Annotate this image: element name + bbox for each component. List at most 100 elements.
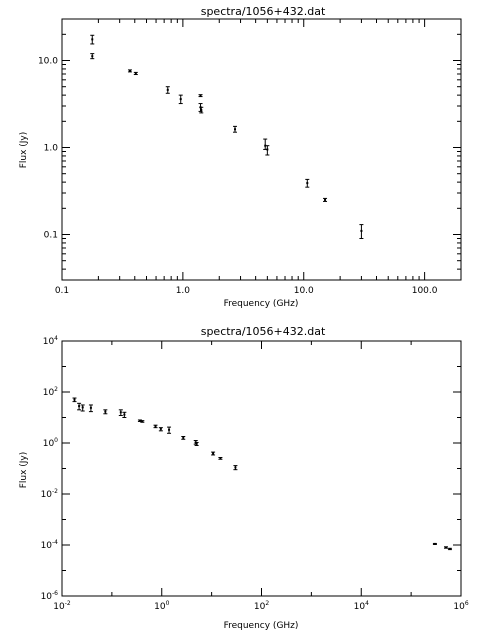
- data-marker: [234, 128, 237, 131]
- data-marker: [182, 436, 185, 439]
- data-point: [90, 34, 95, 45]
- data-marker: [264, 144, 267, 147]
- data-point: [218, 457, 223, 460]
- data-marker: [119, 411, 122, 414]
- y-tick-label: 0.1: [44, 231, 58, 241]
- data-marker: [266, 148, 269, 151]
- data-marker: [91, 38, 94, 41]
- data-point: [359, 224, 364, 239]
- y-tick-label: 104: [43, 335, 58, 347]
- data-marker: [195, 442, 198, 445]
- y-tick-exponent: 0: [54, 437, 58, 444]
- data-point: [158, 427, 163, 432]
- y-axis-label: Flux (Jy): [19, 132, 29, 169]
- x-tick-label: 10-2: [53, 600, 71, 612]
- data-marker: [212, 452, 215, 455]
- x-tick-exponent: 6: [465, 600, 469, 607]
- x-tick-label: 104: [354, 600, 369, 612]
- y-tick-exponent: 2: [54, 386, 58, 393]
- y-tick-exponent: -4: [52, 539, 58, 546]
- chart-title: spectra/1056+432.dat: [201, 5, 326, 18]
- data-marker: [448, 547, 451, 550]
- data-point: [165, 86, 170, 94]
- x-tick-label: 106: [453, 600, 468, 612]
- data-point: [137, 419, 142, 422]
- data-point: [198, 94, 203, 98]
- data-point: [233, 465, 238, 471]
- data-marker: [168, 428, 171, 431]
- data-point: [80, 404, 85, 412]
- data-point: [140, 420, 145, 423]
- x-tick-label: 102: [254, 600, 269, 612]
- y-tick-label: 102: [43, 386, 58, 398]
- y-tick-label: 100: [43, 437, 58, 449]
- data-point: [194, 441, 199, 446]
- data-marker: [73, 398, 76, 401]
- data-point: [103, 409, 108, 415]
- data-marker: [91, 55, 94, 58]
- data-marker: [199, 94, 202, 97]
- y-tick-label: 1.0: [44, 144, 59, 154]
- data-point: [77, 402, 82, 411]
- data-point: [199, 106, 204, 114]
- data-marker: [234, 466, 237, 469]
- data-marker: [306, 182, 309, 185]
- data-point: [265, 145, 270, 156]
- data-marker: [104, 410, 107, 413]
- data-marker: [81, 406, 84, 409]
- x-tick-exponent: 2: [265, 600, 269, 607]
- data-point: [72, 397, 77, 403]
- data-marker: [138, 419, 141, 422]
- data-marker: [444, 546, 447, 549]
- data-marker: [433, 542, 436, 545]
- data-point: [305, 178, 310, 188]
- y-tick-exponent: 4: [54, 335, 58, 342]
- x-tick-exponent: -2: [65, 600, 71, 607]
- data-point: [447, 547, 452, 551]
- data-point: [443, 546, 448, 549]
- data-point: [133, 71, 138, 76]
- data-point: [233, 125, 238, 133]
- plot-frame: [61, 18, 462, 281]
- data-point: [211, 451, 216, 456]
- y-tick-label: 10-4: [41, 539, 59, 551]
- data-point: [263, 138, 268, 150]
- x-tick-label: 1.0: [176, 286, 191, 296]
- data-marker: [159, 427, 162, 430]
- x-tick-label: 100.0: [412, 286, 438, 296]
- y-tick-label: 10-6: [41, 590, 59, 602]
- y-tick-exponent: -6: [52, 590, 58, 597]
- data-marker: [360, 229, 363, 232]
- chart-title: spectra/1056+432.dat: [201, 325, 326, 338]
- data-point: [122, 411, 127, 418]
- plot-frame: [61, 340, 462, 597]
- data-marker: [179, 98, 182, 101]
- x-axis-label: Frequency (GHz): [224, 621, 299, 631]
- data-marker: [141, 420, 144, 423]
- data-point: [127, 69, 132, 73]
- data-marker: [134, 72, 137, 75]
- x-tick-label: 10.0: [294, 286, 314, 296]
- data-marker: [123, 413, 126, 416]
- x-axis-label: Frequency (GHz): [224, 299, 299, 309]
- data-marker: [200, 108, 203, 111]
- spectrum-plot-top: spectra/1056+432.dat Frequency (GHz) Flu…: [19, 5, 462, 309]
- data-marker: [219, 457, 222, 460]
- x-tick-label: 100: [154, 600, 169, 612]
- data-marker: [166, 88, 169, 91]
- data-point: [118, 409, 123, 416]
- data-marker: [89, 406, 92, 409]
- y-tick-label: 10.0: [38, 57, 58, 67]
- y-axis-label: Flux (Jy): [19, 452, 29, 489]
- data-point: [432, 542, 437, 545]
- data-point: [167, 426, 172, 434]
- x-tick-exponent: 0: [166, 600, 170, 607]
- data-marker: [324, 198, 327, 201]
- y-tick-label: 10-2: [41, 488, 59, 500]
- data-point: [153, 424, 158, 429]
- data-point: [181, 435, 186, 440]
- y-tick-exponent: -2: [52, 488, 58, 495]
- data-point: [88, 404, 93, 413]
- data-marker: [154, 425, 157, 428]
